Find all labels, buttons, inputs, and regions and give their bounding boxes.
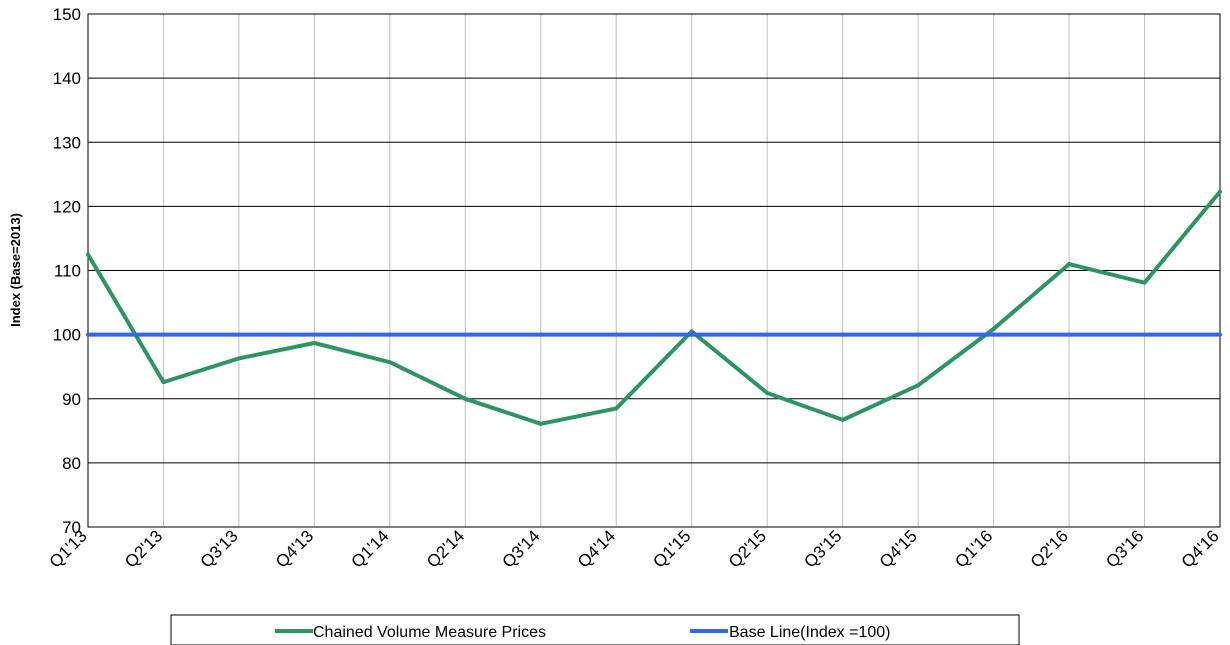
- data-point: [840, 332, 845, 337]
- data-point: [991, 326, 996, 331]
- data-point: [614, 332, 619, 337]
- y-tick-label: 80: [62, 454, 81, 473]
- data-point: [236, 332, 241, 337]
- data-point: [1067, 262, 1072, 267]
- data-point: [312, 332, 317, 337]
- data-point: [463, 332, 468, 337]
- y-tick-label: 130: [53, 133, 81, 152]
- data-point: [86, 252, 90, 257]
- data-point: [1218, 332, 1222, 337]
- data-point: [1218, 189, 1222, 194]
- y-axis-title: Index (Base=2013): [8, 213, 23, 327]
- series-lines: [86, 189, 1222, 426]
- data-point: [387, 332, 392, 337]
- data-point: [387, 360, 392, 365]
- data-point: [236, 356, 241, 361]
- x-tick-label: Q3'13: [197, 526, 242, 571]
- data-point: [86, 332, 90, 337]
- y-tick-label: 90: [62, 390, 81, 409]
- data-point: [689, 332, 694, 337]
- x-tick-label: Q2'13: [121, 526, 166, 571]
- data-point: [312, 340, 317, 345]
- data-point: [161, 380, 166, 385]
- data-point: [765, 332, 770, 337]
- y-tick-label: 70: [62, 518, 81, 537]
- y-tick-label: 110: [54, 262, 81, 281]
- x-tick-label: Q2'15: [725, 526, 770, 571]
- y-tick-label: 140: [53, 69, 81, 88]
- legend: Chained Volume Measure Prices Base Line(…: [170, 614, 1020, 645]
- x-tick-label: Q3'15: [800, 526, 845, 571]
- legend-label-base-line: Base Line(Index =100): [729, 624, 890, 641]
- data-point: [765, 390, 770, 395]
- horizontal-gridlines: [88, 77, 1220, 464]
- y-tick-label: 100: [53, 326, 81, 345]
- x-tick-labels: Q1'13 Q2'13 Q3'13 Q4'13 Q1'14 Q2'14 Q3'14 Q4'14…: [46, 526, 1223, 571]
- x-tick-label: Q1'14: [348, 526, 393, 571]
- data-point: [916, 332, 921, 337]
- y-tick-label: 120: [53, 197, 81, 216]
- plot-border: [87, 13, 1221, 528]
- data-point: [991, 332, 996, 337]
- data-point: [463, 396, 468, 401]
- x-tick-label: Q3'16: [1102, 526, 1147, 571]
- data-point: [1142, 280, 1147, 285]
- x-tick-label: Q1'16: [951, 526, 996, 571]
- data-point: [689, 329, 694, 334]
- x-tick-label: Q4'16: [1178, 526, 1223, 571]
- y-tick-label: 150: [53, 5, 81, 24]
- x-tick-label: Q2'16: [1027, 526, 1072, 571]
- data-point: [614, 406, 619, 411]
- x-tick-label: Q2'14: [423, 526, 468, 571]
- data-point: [840, 417, 845, 422]
- data-point: [538, 332, 543, 337]
- data-point: [1142, 332, 1147, 337]
- x-tick-label: Q4'15: [876, 526, 921, 571]
- data-point: [1067, 332, 1072, 337]
- legend-label-chained-volume: Chained Volume Measure Prices: [313, 624, 546, 641]
- data-point: [161, 332, 166, 337]
- y-tick-labels: 70 80 90 100 110 120 130 140 150: [53, 5, 81, 537]
- series-line-0: [86, 190, 1222, 426]
- x-tick-label: Q1'15: [649, 526, 694, 571]
- data-point: [538, 421, 543, 426]
- x-tick-label: Q4'14: [574, 526, 619, 571]
- x-tick-label: Q3'14: [498, 526, 543, 571]
- data-point: [916, 383, 921, 388]
- x-tick-label: Q4'13: [272, 526, 317, 571]
